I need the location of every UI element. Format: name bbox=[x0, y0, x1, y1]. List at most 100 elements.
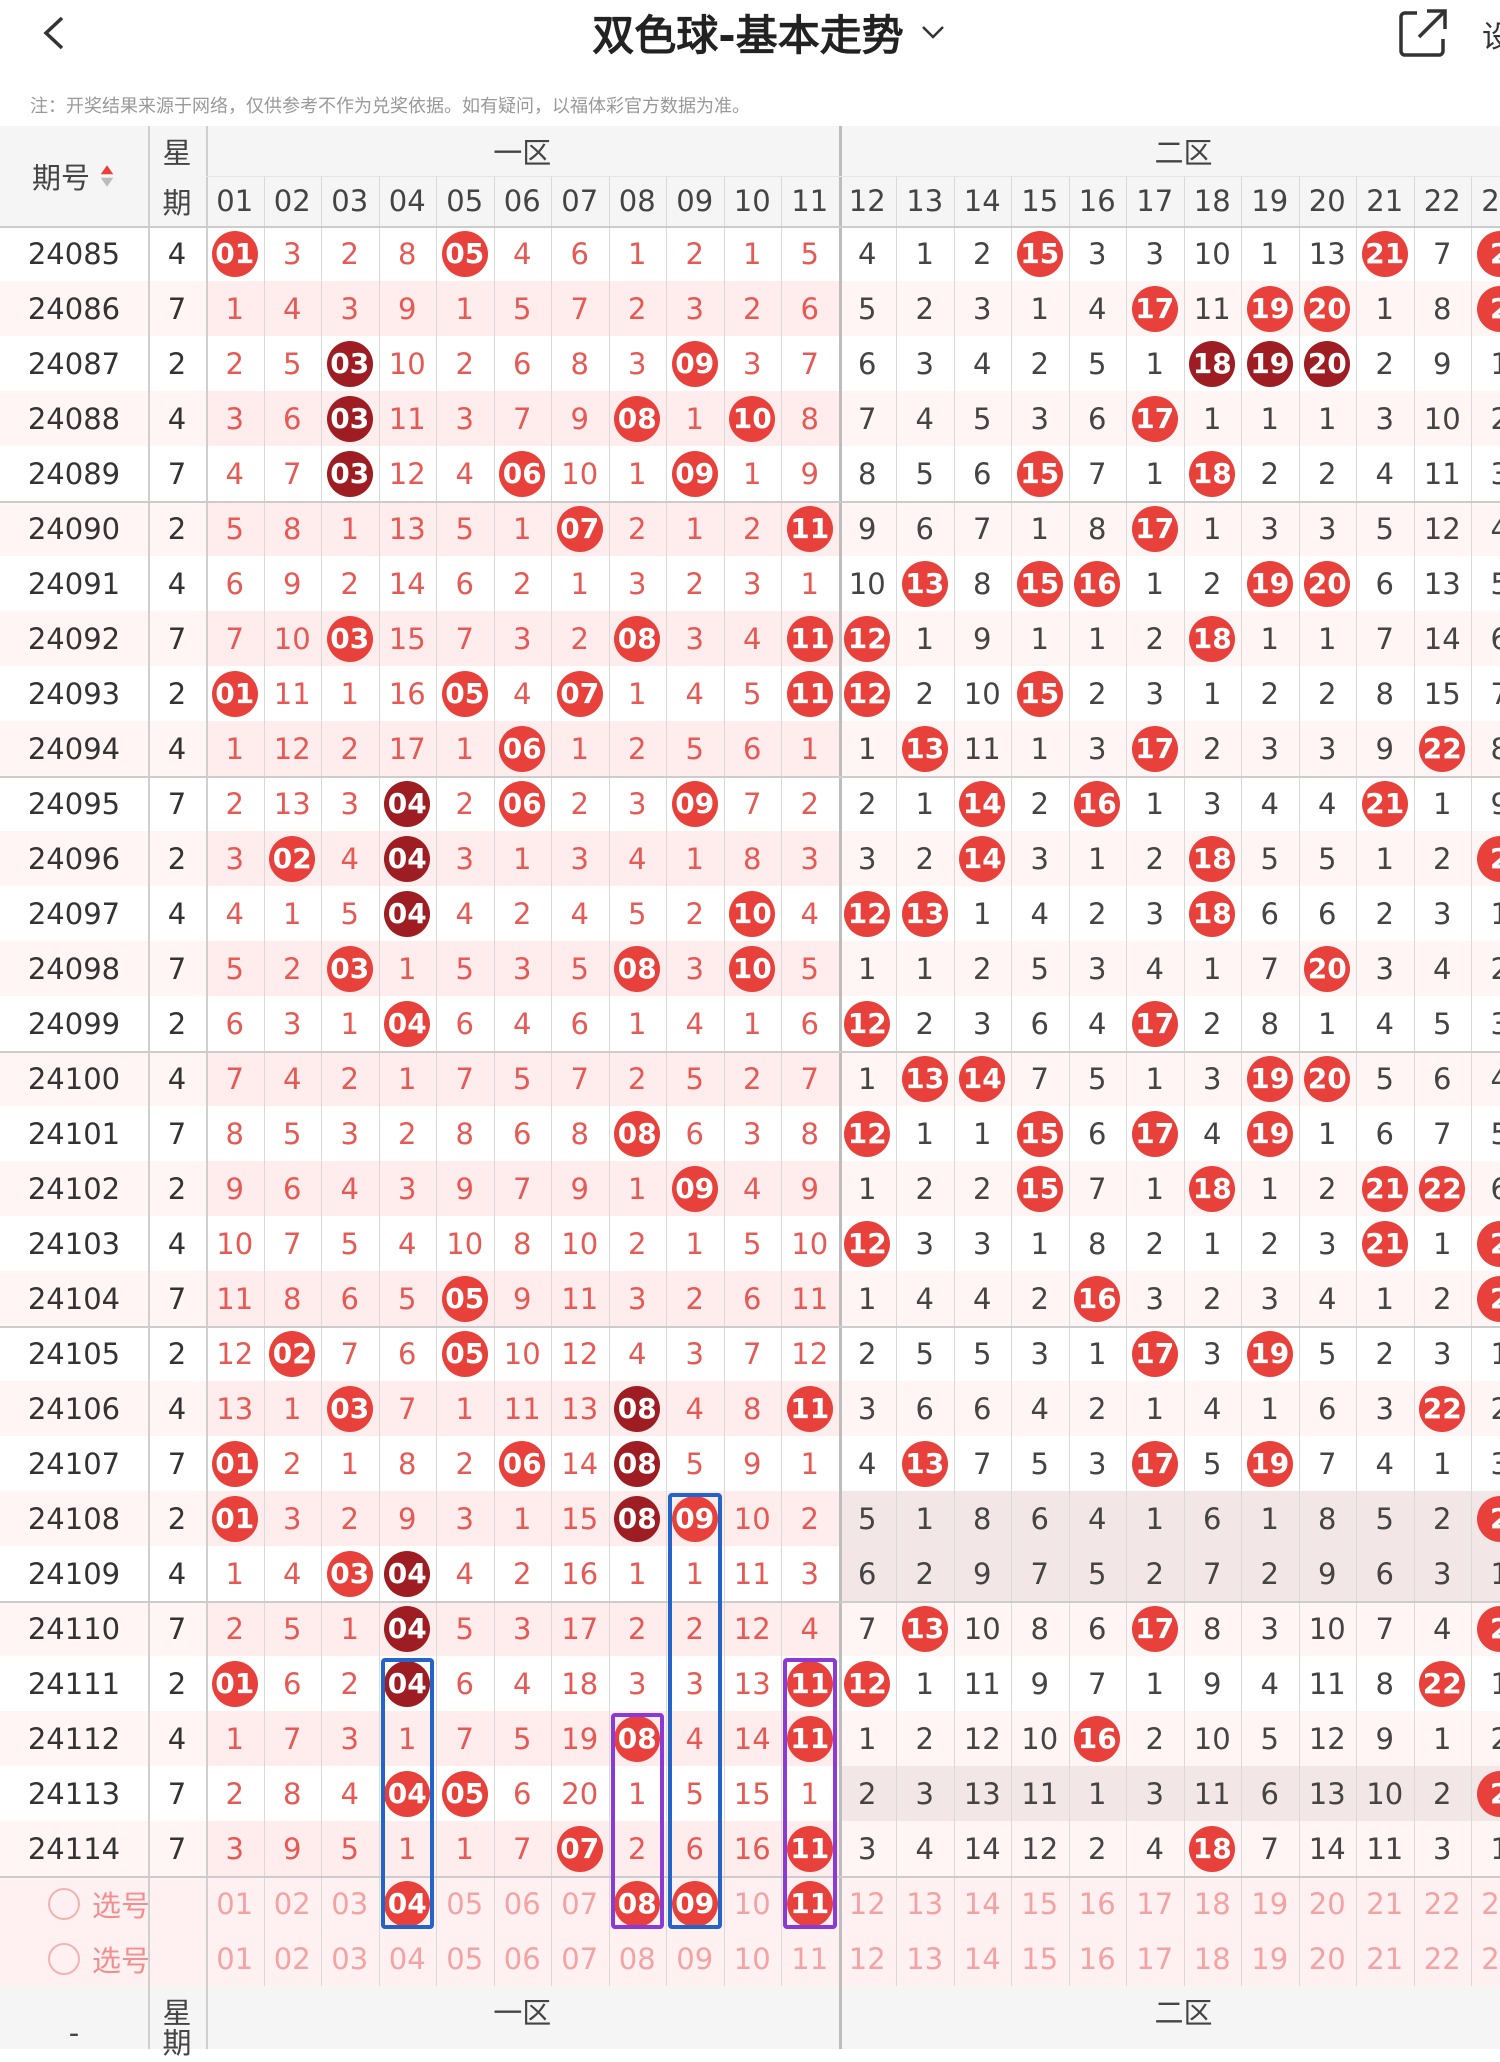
pick-number[interactable]: 02 bbox=[264, 1931, 322, 1986]
omission-count: 1 bbox=[839, 1051, 897, 1106]
omission-count: 9 bbox=[1414, 336, 1472, 391]
issue-column-header[interactable]: 期号 bbox=[0, 126, 148, 226]
drawn-ball: 05 bbox=[442, 231, 488, 277]
omission-count: 2 bbox=[609, 501, 667, 556]
pick-number[interactable]: 01 bbox=[206, 1876, 264, 1931]
pick-number[interactable]: 21 bbox=[1356, 1931, 1414, 1986]
omission-count: 2 bbox=[321, 1656, 379, 1711]
pick-number[interactable]: 12 bbox=[839, 1876, 897, 1931]
pick-number[interactable]: 19 bbox=[1241, 1931, 1299, 1986]
pick-number[interactable]: 13 bbox=[896, 1876, 954, 1931]
pick-number[interactable]: 15 bbox=[1011, 1931, 1069, 1986]
pick-number[interactable]: 05 bbox=[436, 1876, 494, 1931]
pick-number[interactable]: 01 bbox=[206, 1931, 264, 1986]
pick-number[interactable]: 11 bbox=[781, 1931, 839, 1986]
omission-count: 1 bbox=[206, 721, 264, 776]
omission-count: 7 bbox=[379, 1381, 437, 1436]
pick-number[interactable]: 02 bbox=[264, 1876, 322, 1931]
issue-number: 24094 bbox=[0, 721, 148, 776]
pick-number[interactable]: 09 bbox=[666, 1931, 724, 1986]
drawn-ball: 01 bbox=[212, 231, 258, 277]
omission-count: 13 bbox=[1414, 556, 1472, 611]
omission-count: 2 bbox=[1471, 1711, 1500, 1766]
zone-divider bbox=[839, 126, 842, 2049]
omission-count: 12 bbox=[379, 446, 437, 501]
pick-number[interactable]: 07 bbox=[551, 1931, 609, 1986]
omission-count: 3 bbox=[954, 1216, 1012, 1271]
pick-number[interactable]: 06 bbox=[494, 1931, 552, 1986]
drawn-ball: 03 bbox=[327, 396, 373, 442]
omission-count: 2 bbox=[896, 831, 954, 886]
pick-number[interactable]: 14 bbox=[954, 1931, 1012, 1986]
pick-number[interactable]: 13 bbox=[896, 1931, 954, 1986]
omission-count: 3 bbox=[494, 611, 552, 666]
top-bar: 双色球-基本走势 设 bbox=[0, 0, 1500, 72]
issue-number: 24097 bbox=[0, 886, 148, 941]
pick-number[interactable]: 03 bbox=[321, 1876, 379, 1931]
issue-number: 24100 bbox=[0, 1051, 148, 1106]
pick-number[interactable]: 18 bbox=[1184, 1931, 1242, 1986]
pick-number[interactable]: 21 bbox=[1356, 1876, 1414, 1931]
drawn-ball: 03 bbox=[327, 451, 373, 497]
pick-number[interactable]: 10 bbox=[724, 1876, 782, 1931]
pick-number[interactable]: 14 bbox=[954, 1876, 1012, 1931]
omission-count: 2 bbox=[1069, 886, 1127, 941]
pick-number[interactable]: 05 bbox=[436, 1931, 494, 1986]
pick-number[interactable]: 17 bbox=[1126, 1931, 1184, 1986]
pick-number[interactable]: 23 bbox=[1471, 1931, 1500, 1986]
drawn-ball: 04 bbox=[384, 1551, 430, 1597]
pick-number[interactable]: 04 bbox=[379, 1931, 437, 1986]
omission-count: 12 bbox=[206, 1326, 264, 1381]
omission-count: 2 bbox=[264, 1436, 322, 1491]
omission-count: 4 bbox=[1241, 776, 1299, 831]
omission-count: 2 bbox=[551, 776, 609, 831]
omission-count: 11 bbox=[1184, 1766, 1242, 1821]
settings-link-truncated[interactable]: 设 bbox=[1482, 12, 1500, 56]
pick-number[interactable]: 03 bbox=[321, 1931, 379, 1986]
omission-count: 2 bbox=[896, 666, 954, 721]
pick-number[interactable]: 16 bbox=[1069, 1876, 1127, 1931]
omission-count: 4 bbox=[1184, 1106, 1242, 1161]
omission-count: 2 bbox=[1126, 1216, 1184, 1271]
omission-count: 8 bbox=[1471, 721, 1500, 776]
pick-number[interactable]: 22 bbox=[1414, 1876, 1472, 1931]
issue-header-label: 期号 bbox=[32, 155, 90, 197]
pick-number[interactable]: 15 bbox=[1011, 1876, 1069, 1931]
omission-count: 2 bbox=[1471, 941, 1500, 996]
drawn-ball: 13 bbox=[902, 1056, 948, 1102]
pick-number[interactable]: 18 bbox=[1184, 1876, 1242, 1931]
pick-number[interactable]: 19 bbox=[1241, 1876, 1299, 1931]
sort-icon[interactable] bbox=[98, 162, 116, 190]
drawn-ball: 12 bbox=[844, 671, 890, 717]
share-icon[interactable] bbox=[1395, 5, 1451, 61]
omission-count: 9 bbox=[551, 1161, 609, 1216]
pick-number[interactable]: 08 bbox=[609, 1931, 667, 1986]
pick-radio[interactable]: 选号 bbox=[48, 1876, 198, 1931]
omission-count: 5 bbox=[1184, 1436, 1242, 1491]
pick-number[interactable]: 22 bbox=[1414, 1931, 1472, 1986]
drawn-ball: 16 bbox=[1074, 781, 1120, 827]
omission-count: 1 bbox=[1241, 391, 1299, 446]
omission-count: 3 bbox=[1241, 1601, 1299, 1656]
weekday-number: 2 bbox=[148, 666, 206, 721]
drawn-ball: 12 bbox=[844, 1221, 890, 1267]
back-arrow-icon[interactable] bbox=[30, 8, 80, 58]
pick-number[interactable]: 16 bbox=[1069, 1931, 1127, 1986]
omission-count: 3 bbox=[954, 996, 1012, 1051]
pick-number[interactable]: 23 bbox=[1471, 1876, 1500, 1931]
omission-count: 1 bbox=[609, 1546, 667, 1601]
pick-number[interactable]: 17 bbox=[1126, 1876, 1184, 1931]
pick-number[interactable]: 20 bbox=[1299, 1931, 1357, 1986]
pick-number[interactable]: 20 bbox=[1299, 1876, 1357, 1931]
omission-count: 2 bbox=[666, 226, 724, 281]
pick-number[interactable]: 06 bbox=[494, 1876, 552, 1931]
page-title[interactable]: 双色球-基本走势 bbox=[560, 4, 980, 60]
omission-count: 3 bbox=[1069, 1436, 1127, 1491]
weekday-number: 4 bbox=[148, 1051, 206, 1106]
drawn-ball: 13 bbox=[902, 726, 948, 772]
omission-count: 9 bbox=[1299, 1546, 1357, 1601]
pick-number[interactable]: 07 bbox=[551, 1876, 609, 1931]
pick-number[interactable]: 10 bbox=[724, 1931, 782, 1986]
pick-number[interactable]: 12 bbox=[839, 1931, 897, 1986]
pick-radio[interactable]: 选号 bbox=[48, 1931, 198, 1986]
